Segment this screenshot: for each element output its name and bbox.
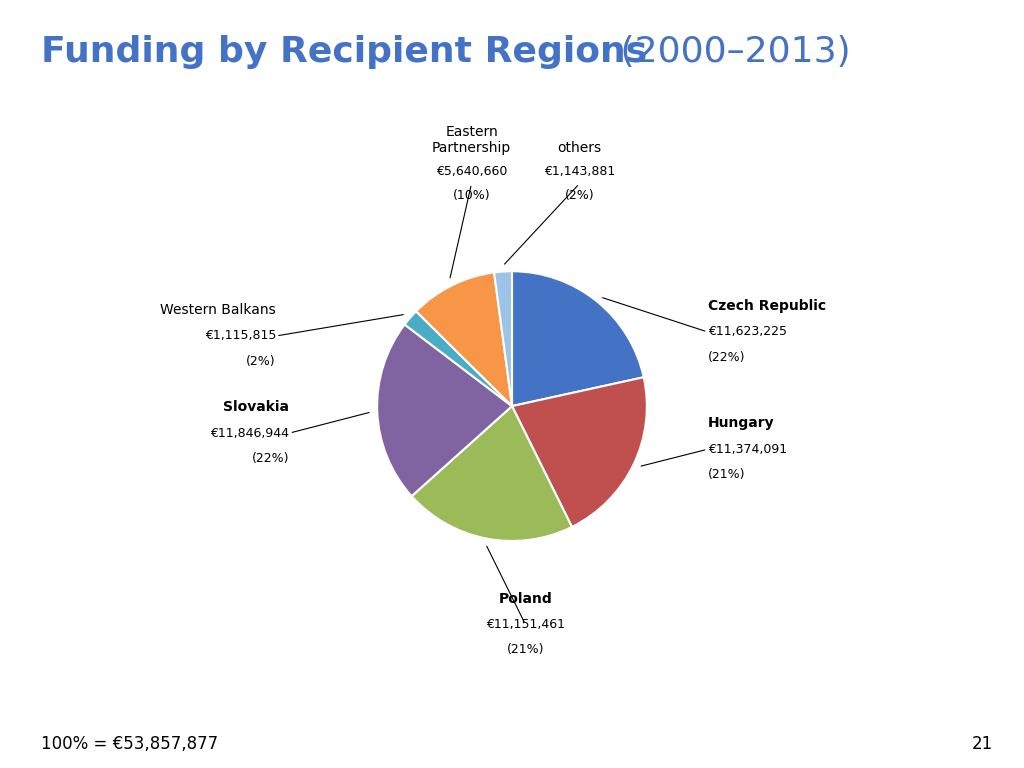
Wedge shape	[512, 271, 644, 406]
Text: (2000–2013): (2000–2013)	[609, 35, 851, 68]
Text: €11,623,225: €11,623,225	[708, 326, 786, 339]
Text: 100% = €53,857,877: 100% = €53,857,877	[41, 735, 218, 753]
Wedge shape	[412, 406, 572, 541]
Text: (2%): (2%)	[247, 355, 276, 368]
Text: Slovakia: Slovakia	[223, 400, 290, 414]
Wedge shape	[494, 271, 512, 406]
Text: €5,640,660: €5,640,660	[436, 165, 507, 178]
Text: Poland: Poland	[499, 591, 552, 606]
Text: Czech Republic: Czech Republic	[708, 299, 825, 313]
Wedge shape	[416, 273, 512, 406]
Text: Western Balkans: Western Balkans	[160, 303, 276, 317]
Text: €1,143,881: €1,143,881	[544, 165, 615, 178]
Text: (22%): (22%)	[252, 452, 290, 465]
Text: €1,115,815: €1,115,815	[205, 329, 276, 343]
Text: Hungary: Hungary	[708, 416, 774, 430]
Text: €11,846,944: €11,846,944	[211, 426, 290, 439]
Wedge shape	[404, 311, 512, 406]
Text: (2%): (2%)	[564, 189, 594, 202]
Wedge shape	[512, 377, 647, 527]
Text: Funding by Recipient Regions: Funding by Recipient Regions	[41, 35, 647, 68]
Text: €11,151,461: €11,151,461	[486, 618, 565, 631]
Text: others: others	[557, 141, 601, 155]
Text: Eastern
Partnership: Eastern Partnership	[432, 125, 511, 155]
Wedge shape	[377, 325, 512, 496]
Text: 21: 21	[972, 735, 993, 753]
Text: (10%): (10%)	[453, 189, 490, 202]
Text: €11,374,091: €11,374,091	[708, 443, 786, 455]
Text: (21%): (21%)	[507, 644, 544, 657]
Text: (22%): (22%)	[708, 351, 745, 364]
Text: (21%): (21%)	[708, 468, 745, 481]
